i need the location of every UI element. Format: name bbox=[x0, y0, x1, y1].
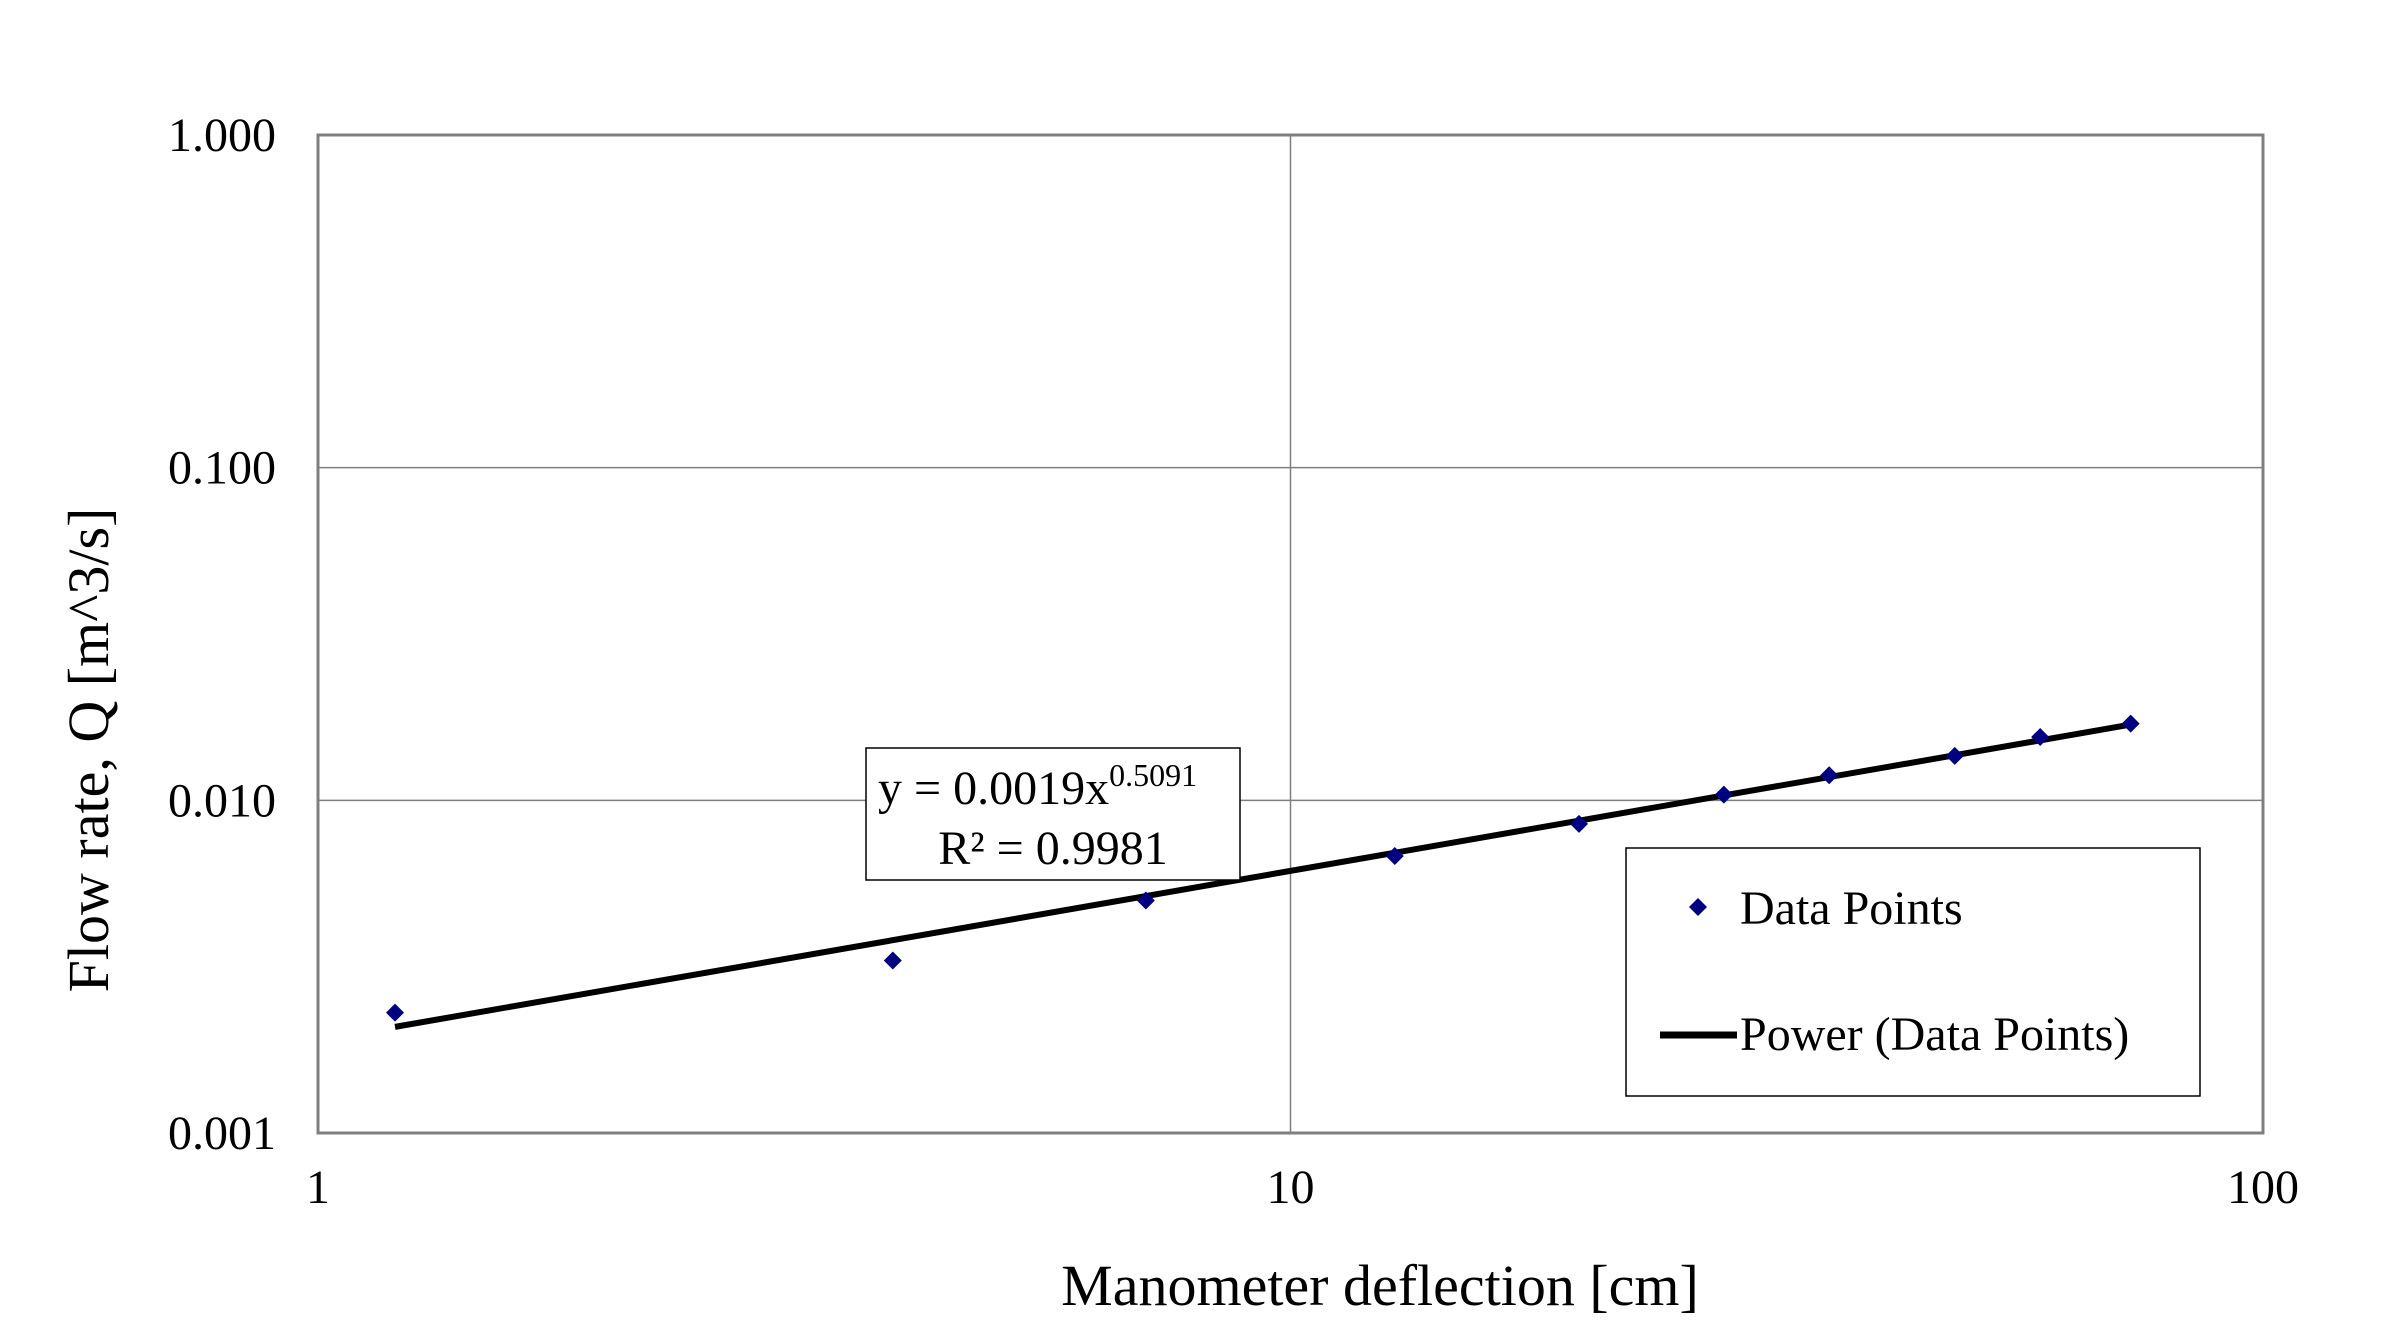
tick-labels: 1 10 100 0.001 0.010 0.100 1.000 bbox=[168, 109, 2299, 1214]
data-point bbox=[1570, 814, 1589, 833]
y-tick-label: 0.010 bbox=[168, 774, 276, 827]
y-tick-label: 1.000 bbox=[168, 109, 276, 162]
data-point bbox=[1945, 746, 1964, 765]
legend-label-data-points: Data Points bbox=[1740, 882, 1963, 935]
data-point bbox=[883, 951, 902, 970]
data-point bbox=[1136, 891, 1155, 910]
data-point bbox=[386, 1003, 405, 1022]
x-tick-label: 100 bbox=[2227, 1161, 2299, 1214]
data-point bbox=[1385, 847, 1404, 866]
plot-area-frame bbox=[316, 133, 2265, 1135]
gridlines bbox=[318, 135, 2263, 1133]
data-point bbox=[1820, 766, 1839, 785]
y-tick-label: 0.001 bbox=[168, 1107, 276, 1160]
equation-text: y = 0.0019x0.5091 bbox=[878, 757, 1197, 815]
legend-frame bbox=[1625, 847, 2201, 1097]
legend-marker-diamond-icon bbox=[1689, 898, 1707, 916]
equation-prefix: y = 0.0019x bbox=[878, 762, 1109, 815]
x-axis-title: Manometer deflection [cm] bbox=[1061, 1253, 1699, 1318]
x-tick-label: 1 bbox=[306, 1161, 330, 1214]
equation-exponent: 0.5091 bbox=[1109, 757, 1197, 793]
data-point bbox=[1714, 785, 1733, 804]
legend-label-power-trendline: Power (Data Points) bbox=[1740, 1008, 2129, 1061]
legend: Data Points Power (Data Points) bbox=[1625, 847, 2201, 1097]
data-points-layer bbox=[386, 714, 2140, 1022]
y-axis-title: Flow rate, Q [m^3/s] bbox=[56, 508, 121, 993]
trendline-equation-box: y = 0.0019x0.5091 R² = 0.9981 bbox=[865, 747, 1241, 881]
r-squared-text: R² = 0.9981 bbox=[938, 822, 1167, 875]
data-point bbox=[2121, 714, 2140, 733]
data-point bbox=[2031, 728, 2050, 747]
x-tick-label: 10 bbox=[1267, 1161, 1315, 1214]
power-trendline bbox=[394, 721, 2132, 1030]
trendline-layer bbox=[394, 721, 2132, 1030]
equation-box-frame bbox=[865, 747, 1241, 881]
y-tick-label: 0.100 bbox=[168, 442, 276, 495]
